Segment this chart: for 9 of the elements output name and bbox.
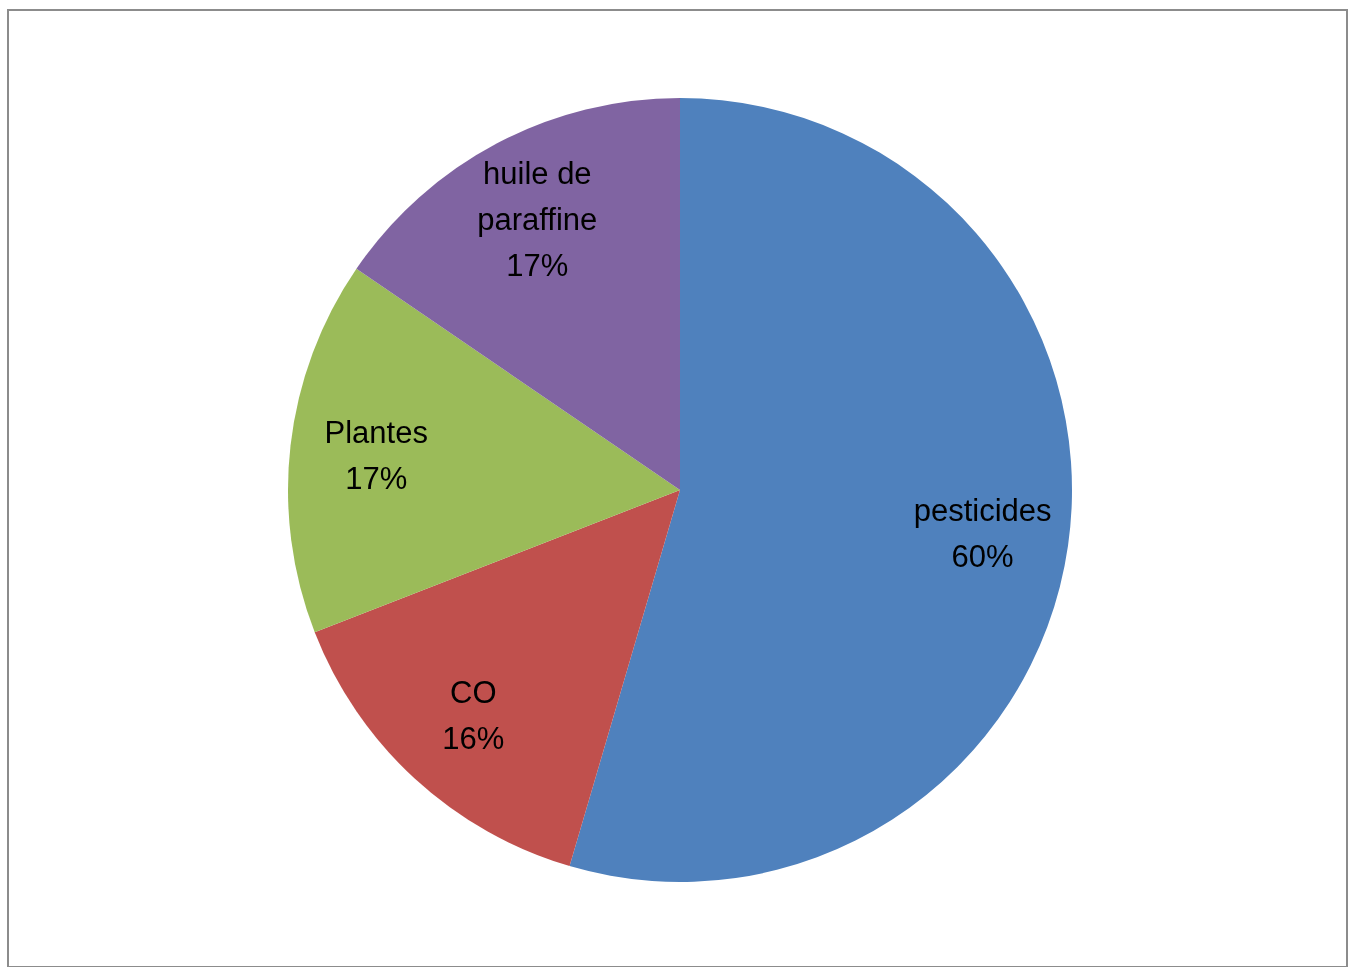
pie-slice: [314, 490, 680, 867]
slice-label: huile de paraffine: [477, 156, 598, 238]
slice-label: CO: [450, 675, 497, 711]
slice-label: Plantes: [324, 415, 428, 450]
data-label: 17%: [345, 461, 408, 496]
slice-label: pesticides: [913, 493, 1052, 529]
data-label: 16%: [442, 721, 505, 757]
data-label: 60%: [951, 539, 1014, 575]
data-label: 17%: [506, 248, 569, 284]
